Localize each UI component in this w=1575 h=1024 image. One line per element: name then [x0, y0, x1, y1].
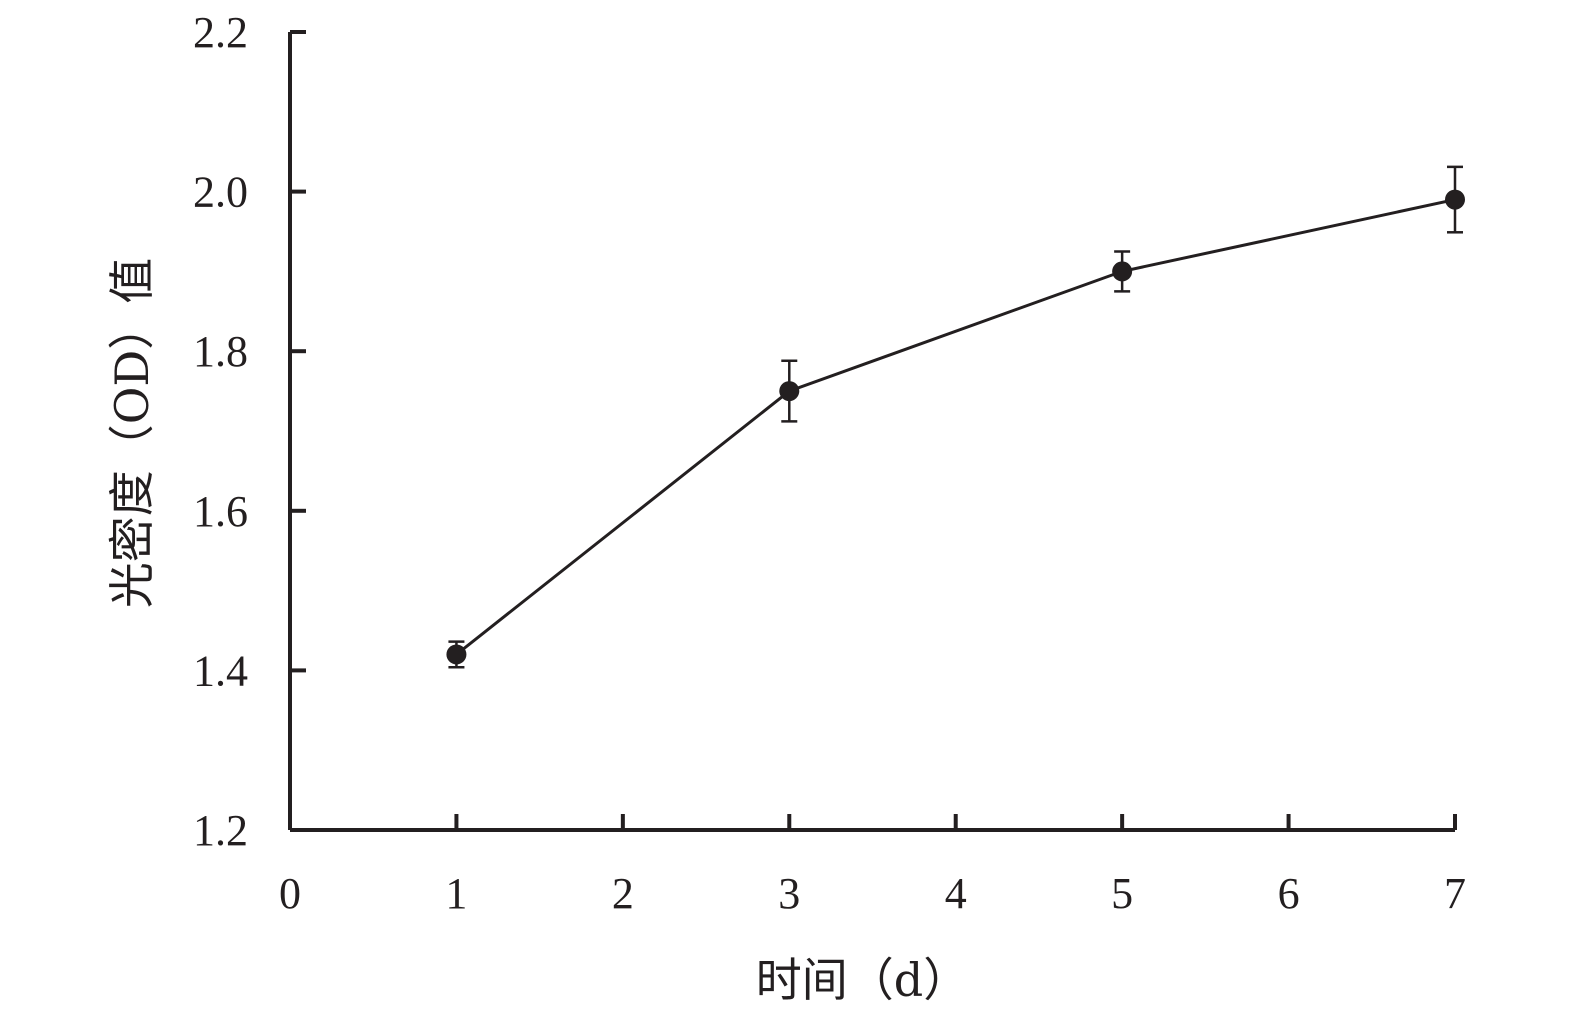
y-tick-label: 2.0: [193, 168, 248, 217]
y-tick-label: 1.8: [193, 327, 248, 376]
x-tick-label: 6: [1278, 869, 1300, 918]
x-tick-label: 1: [445, 869, 467, 918]
data-point: [1112, 261, 1133, 282]
x-tick-label: 2: [612, 869, 634, 918]
data-point: [1445, 189, 1465, 210]
y-tick-label: 1.6: [193, 487, 248, 536]
y-tick-label: 2.2: [193, 8, 248, 57]
x-axis-title: 时间（d）: [756, 953, 969, 1007]
x-tick-label: 5: [1111, 869, 1133, 918]
x-tick-label: 3: [778, 869, 800, 918]
y-tick-label: 1.4: [193, 646, 248, 695]
x-tick-label: 7: [1444, 869, 1466, 918]
series-group: [446, 165, 1465, 669]
data-point: [779, 381, 800, 402]
y-axis-title: 光密度（OD）值: [105, 258, 159, 609]
x-tick-label: 0: [279, 869, 301, 918]
y-tick-label: 1.2: [193, 806, 248, 855]
x-axis-ticks: 0 1 2 3 4 5 6 7: [279, 814, 1466, 918]
series-line: [455, 198, 1456, 656]
y-axis-ticks: 1.2 1.4 1.6 1.8 2.0 2.2: [193, 8, 306, 855]
data-point: [446, 644, 467, 665]
x-tick-label: 4: [945, 869, 967, 918]
